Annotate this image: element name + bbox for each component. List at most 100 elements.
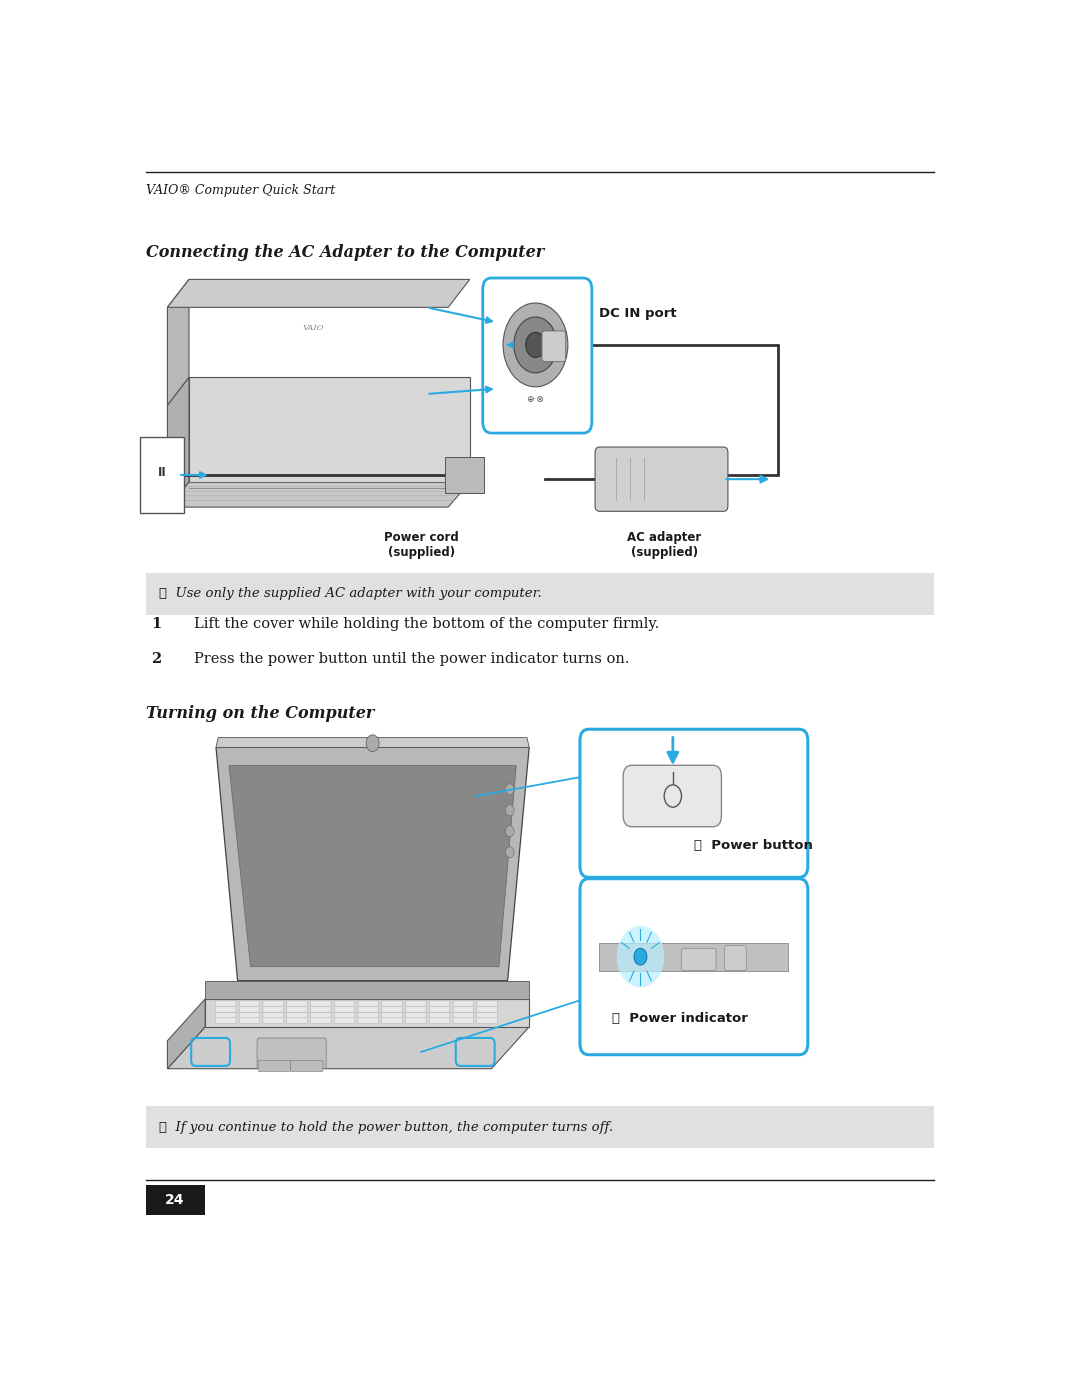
FancyBboxPatch shape	[406, 1017, 426, 1023]
Text: 24: 24	[165, 1193, 185, 1207]
Text: 1: 1	[151, 617, 161, 631]
FancyBboxPatch shape	[406, 1011, 426, 1017]
FancyBboxPatch shape	[264, 1000, 283, 1006]
FancyBboxPatch shape	[335, 1000, 354, 1006]
Text: ✏  If you continue to hold the power button, the computer turns off.: ✏ If you continue to hold the power butt…	[159, 1120, 612, 1134]
FancyBboxPatch shape	[216, 1006, 235, 1011]
FancyBboxPatch shape	[454, 1000, 473, 1006]
FancyBboxPatch shape	[382, 1011, 402, 1017]
FancyBboxPatch shape	[311, 1006, 332, 1011]
Polygon shape	[216, 747, 529, 981]
Polygon shape	[167, 999, 205, 1069]
FancyBboxPatch shape	[240, 1000, 260, 1006]
FancyBboxPatch shape	[725, 946, 746, 971]
Circle shape	[505, 826, 514, 837]
FancyBboxPatch shape	[477, 1000, 497, 1006]
FancyBboxPatch shape	[240, 1006, 260, 1011]
FancyBboxPatch shape	[287, 1017, 308, 1023]
FancyBboxPatch shape	[140, 436, 184, 513]
Circle shape	[505, 784, 514, 795]
FancyBboxPatch shape	[216, 1000, 235, 1006]
Circle shape	[503, 303, 568, 387]
Circle shape	[505, 847, 514, 858]
FancyBboxPatch shape	[477, 1006, 497, 1011]
Text: AC adapter
(supplied): AC adapter (supplied)	[627, 531, 701, 559]
Text: Press the power button until the power indicator turns on.: Press the power button until the power i…	[194, 652, 630, 666]
FancyBboxPatch shape	[382, 1006, 402, 1011]
FancyBboxPatch shape	[580, 729, 808, 877]
FancyBboxPatch shape	[454, 1017, 473, 1023]
FancyBboxPatch shape	[477, 1017, 497, 1023]
FancyBboxPatch shape	[240, 1017, 260, 1023]
FancyBboxPatch shape	[599, 943, 788, 971]
FancyBboxPatch shape	[216, 1011, 235, 1017]
FancyBboxPatch shape	[264, 1017, 283, 1023]
FancyBboxPatch shape	[264, 1006, 283, 1011]
Polygon shape	[189, 377, 470, 482]
FancyBboxPatch shape	[454, 1011, 473, 1017]
Text: II: II	[158, 465, 166, 479]
FancyBboxPatch shape	[240, 1011, 260, 1017]
FancyBboxPatch shape	[454, 1006, 473, 1011]
FancyBboxPatch shape	[477, 1011, 497, 1017]
FancyBboxPatch shape	[146, 1185, 205, 1215]
Polygon shape	[167, 279, 189, 405]
Polygon shape	[205, 999, 529, 1027]
Text: ✏  Use only the supplied AC adapter with your computer.: ✏ Use only the supplied AC adapter with …	[159, 587, 541, 601]
Text: ⏻  Power button: ⏻ Power button	[694, 838, 813, 852]
FancyBboxPatch shape	[258, 1060, 291, 1071]
Polygon shape	[167, 279, 470, 307]
Circle shape	[505, 805, 514, 816]
Polygon shape	[167, 1027, 529, 1069]
Text: Turning on the Computer: Turning on the Computer	[146, 705, 374, 722]
FancyBboxPatch shape	[430, 1000, 450, 1006]
FancyBboxPatch shape	[335, 1017, 354, 1023]
Text: ⏻  Power indicator: ⏻ Power indicator	[612, 1011, 748, 1025]
FancyBboxPatch shape	[483, 278, 592, 433]
FancyBboxPatch shape	[445, 457, 484, 493]
Circle shape	[634, 949, 647, 965]
FancyBboxPatch shape	[216, 1017, 235, 1023]
FancyBboxPatch shape	[430, 1011, 450, 1017]
Polygon shape	[167, 482, 470, 507]
FancyBboxPatch shape	[382, 1000, 402, 1006]
FancyBboxPatch shape	[359, 1011, 379, 1017]
FancyBboxPatch shape	[430, 1017, 450, 1023]
Text: VAIO® Computer Quick Start: VAIO® Computer Quick Start	[146, 184, 335, 197]
Text: DC IN port: DC IN port	[599, 306, 677, 320]
Text: VAIO: VAIO	[302, 324, 324, 332]
FancyBboxPatch shape	[359, 1006, 379, 1011]
Text: Connecting the AC Adapter to the Computer: Connecting the AC Adapter to the Compute…	[146, 244, 544, 261]
FancyBboxPatch shape	[311, 1000, 332, 1006]
FancyBboxPatch shape	[264, 1011, 283, 1017]
Polygon shape	[216, 738, 529, 747]
Circle shape	[526, 332, 545, 358]
FancyBboxPatch shape	[311, 1017, 332, 1023]
FancyBboxPatch shape	[681, 949, 716, 971]
Polygon shape	[205, 981, 529, 999]
FancyBboxPatch shape	[257, 1038, 326, 1069]
Circle shape	[617, 926, 664, 988]
FancyBboxPatch shape	[359, 1017, 379, 1023]
Circle shape	[366, 735, 379, 752]
FancyBboxPatch shape	[335, 1011, 354, 1017]
Circle shape	[514, 317, 557, 373]
FancyBboxPatch shape	[291, 1060, 323, 1071]
Polygon shape	[229, 766, 516, 967]
Text: 2: 2	[151, 652, 161, 666]
FancyBboxPatch shape	[382, 1017, 402, 1023]
Text: Power cord
(supplied): Power cord (supplied)	[383, 531, 459, 559]
FancyBboxPatch shape	[311, 1011, 332, 1017]
Text: ⊕·⊗: ⊕·⊗	[527, 395, 544, 404]
Text: Lift the cover while holding the bottom of the computer firmly.: Lift the cover while holding the bottom …	[194, 617, 660, 631]
FancyBboxPatch shape	[595, 447, 728, 511]
FancyBboxPatch shape	[580, 879, 808, 1055]
FancyBboxPatch shape	[430, 1006, 450, 1011]
FancyBboxPatch shape	[623, 766, 721, 827]
FancyBboxPatch shape	[287, 1006, 308, 1011]
Polygon shape	[167, 377, 189, 507]
FancyBboxPatch shape	[542, 331, 566, 362]
FancyBboxPatch shape	[287, 1011, 308, 1017]
FancyBboxPatch shape	[359, 1000, 379, 1006]
FancyBboxPatch shape	[406, 1000, 426, 1006]
